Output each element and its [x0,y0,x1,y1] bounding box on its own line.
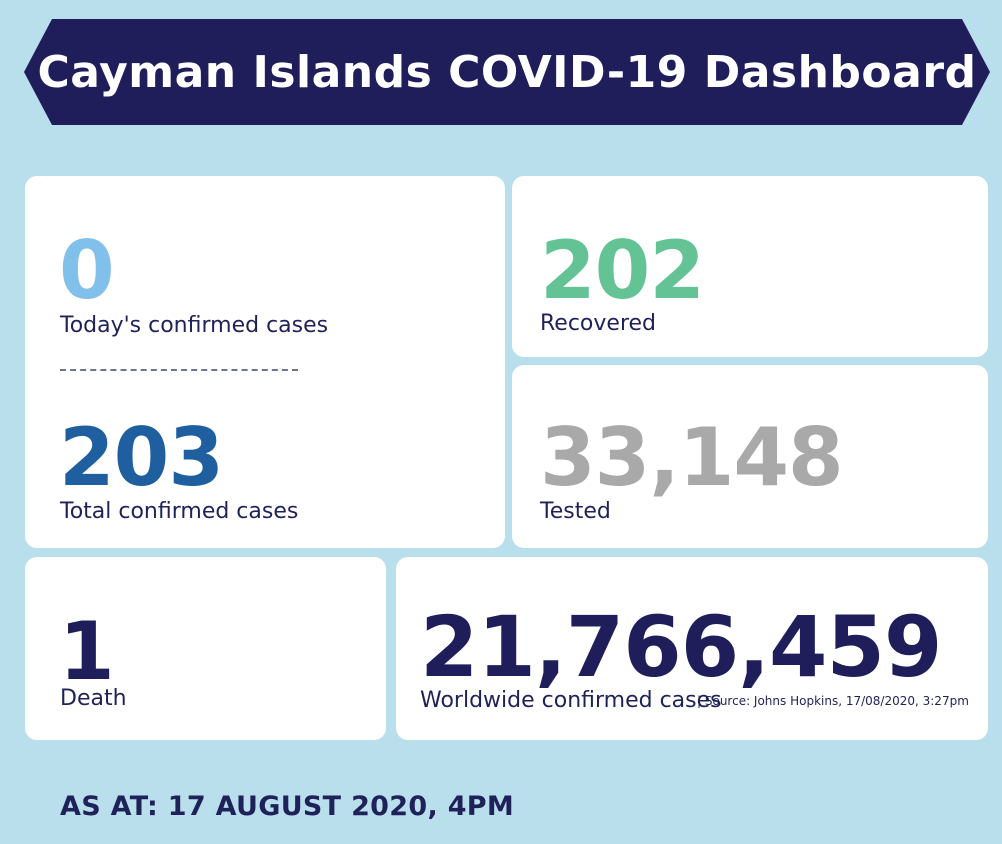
worldwide-label: Worldwide confirmed cases [420,688,722,713]
banner-shape [24,19,990,125]
recovered-label: Recovered [540,311,657,336]
death-label: Death [60,686,127,711]
tested-label: Tested [540,499,611,524]
total-confirmed-label: Total confirmed cases [60,499,299,524]
tested-card: 33,148 Tested [512,365,988,548]
total-confirmed-value: 203 [59,411,224,504]
confirmed-cases-card: 0 Today's confirmed cases 203 Total conf… [25,176,505,548]
death-card: 1 Death [25,557,386,740]
recovered-value: 202 [540,224,705,317]
dashboard-title: Cayman Islands COVID-19 Dashboard [37,46,977,98]
death-value: 1 [59,605,115,698]
title-banner: Cayman Islands COVID-19 Dashboard [24,19,990,125]
tested-value: 33,148 [540,411,844,504]
today-confirmed-value: 0 [59,224,115,317]
as-at-date: AS AT: 17 AUGUST 2020, 4PM [60,791,515,822]
worldwide-card: 21,766,459 Worldwide confirmed cases | S… [396,557,988,740]
worldwide-value: 21,766,459 [420,598,942,696]
divider [60,369,298,371]
source-note: | Source: Johns Hopkins, 17/08/2020, 3:2… [697,694,969,708]
recovered-card: 202 Recovered [512,176,988,357]
today-confirmed-label: Today's confirmed cases [60,313,329,338]
